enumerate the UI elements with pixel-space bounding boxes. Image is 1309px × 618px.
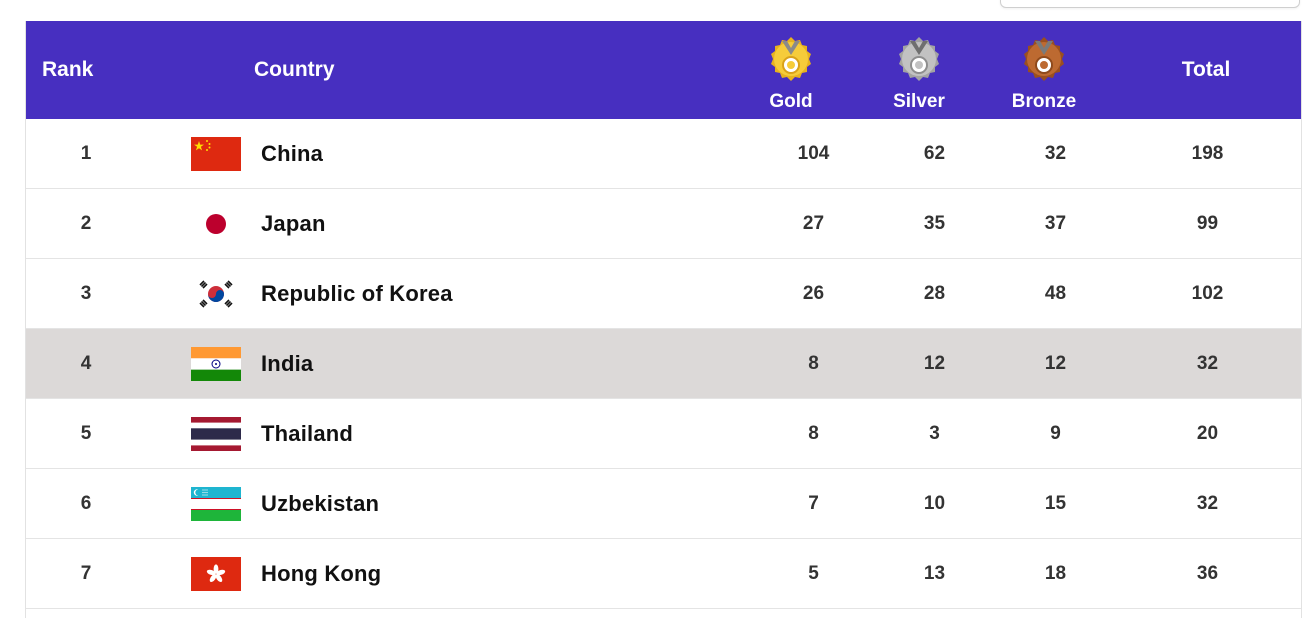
- bronze-medal-icon: [1024, 37, 1064, 81]
- gold-medal-icon: [771, 37, 811, 81]
- header-gold-label: Gold: [769, 91, 813, 112]
- gold-count: 8: [808, 353, 819, 374]
- total-count: 32: [1196, 353, 1219, 374]
- japan-flag-icon: [191, 207, 241, 241]
- bronze-count: 18: [1044, 563, 1067, 584]
- country-name[interactable]: Republic of Korea: [261, 281, 453, 306]
- header-country: Country: [254, 58, 335, 81]
- search-box-edge[interactable]: [1000, 0, 1300, 8]
- korea-flag-icon: [191, 277, 241, 311]
- rank-cell: 2: [80, 213, 92, 234]
- total-count: 102: [1191, 283, 1224, 304]
- table-row[interactable]: 6 Uzbekistan 7: [26, 469, 1301, 539]
- silver-count: 62: [923, 143, 946, 164]
- total-count: 36: [1196, 563, 1219, 584]
- uzbekistan-flag-icon: [191, 487, 241, 521]
- gold-count: 7: [808, 493, 819, 514]
- bronze-count: 37: [1044, 213, 1067, 234]
- rank-cell: 7: [80, 563, 92, 584]
- country-name[interactable]: Japan: [261, 211, 326, 236]
- china-flag-icon: [191, 137, 241, 171]
- header-silver-label: Silver: [893, 91, 945, 112]
- header-bronze: Bronze: [989, 35, 1099, 113]
- gold-count: 5: [808, 563, 819, 584]
- rank-cell: 4: [80, 353, 92, 374]
- country-name[interactable]: India: [261, 351, 314, 376]
- india-flag-icon: [191, 347, 241, 381]
- table-row[interactable]: 2 Japan 27 35 37 99: [26, 189, 1301, 259]
- bronze-count: 15: [1044, 493, 1067, 514]
- rank-cell: 6: [80, 493, 92, 514]
- silver-count: 10: [923, 493, 946, 514]
- rank-cell: 3: [80, 283, 92, 304]
- country-name[interactable]: Uzbekistan: [261, 491, 380, 516]
- silver-count: 28: [923, 283, 946, 304]
- table-header: Rank Country Gold: [26, 21, 1301, 119]
- header-rank: Rank: [42, 58, 94, 81]
- table-row[interactable]: 5 Thailand 8 3 9 20: [26, 399, 1301, 469]
- gold-count: 104: [797, 143, 830, 164]
- silver-count: 12: [923, 353, 946, 374]
- table-row[interactable]: 3: [26, 259, 1301, 329]
- country-name[interactable]: China: [261, 141, 324, 166]
- country-name[interactable]: Thailand: [261, 421, 354, 446]
- rank-cell: 5: [80, 423, 92, 444]
- bronze-count: 32: [1044, 143, 1067, 164]
- table-row-highlighted[interactable]: 4 India 8 12 12 32: [26, 329, 1301, 399]
- medal-table: Rank Country Gold: [25, 21, 1302, 618]
- gold-count: 26: [802, 283, 825, 304]
- silver-count: 35: [923, 213, 946, 234]
- header-bronze-label: Bronze: [1011, 91, 1077, 112]
- total-count: 20: [1196, 423, 1219, 444]
- table-row[interactable]: 1 China 104 62 32 198: [26, 119, 1301, 189]
- header-total: Total: [1181, 58, 1231, 81]
- hong-kong-flag-icon: [191, 557, 241, 591]
- bronze-count: 9: [1050, 423, 1061, 444]
- bronze-count: 48: [1044, 283, 1067, 304]
- total-count: 32: [1196, 493, 1219, 514]
- header-silver: Silver: [864, 35, 974, 113]
- total-count: 99: [1196, 213, 1219, 234]
- rank-cell: 1: [80, 143, 92, 164]
- gold-count: 27: [802, 213, 825, 234]
- country-name[interactable]: Hong Kong: [261, 561, 382, 586]
- table-row[interactable]: 7 Hong Kong 5 13 18 36: [26, 539, 1301, 609]
- silver-count: 13: [923, 563, 946, 584]
- silver-medal-icon: [899, 37, 939, 81]
- bronze-count: 12: [1044, 353, 1067, 374]
- header-gold: Gold: [736, 35, 846, 113]
- thailand-flag-icon: [191, 417, 241, 451]
- total-count: 198: [1191, 143, 1224, 164]
- gold-count: 8: [808, 423, 819, 444]
- silver-count: 3: [929, 423, 940, 444]
